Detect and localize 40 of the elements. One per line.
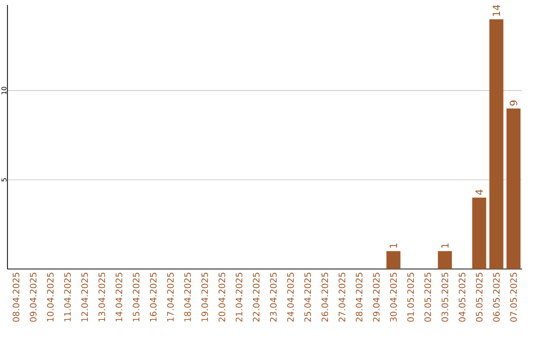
x-tick-label: 15.04.2025 — [132, 272, 140, 322]
x-tick-label: 11.04.2025 — [64, 272, 71, 322]
x-tick-label: 23.04.2025 — [270, 272, 277, 322]
x-tick-label: 04.05.2025 — [458, 272, 466, 322]
x-tick-label: 17.04.2025 — [167, 272, 174, 322]
x-tick-label: 13.04.2025 — [98, 272, 106, 322]
data-label: 9 — [510, 100, 518, 106]
x-tick-label: 26.04.2025 — [321, 272, 328, 322]
data-label: 14 — [492, 4, 500, 16]
x-tick-label: 16.04.2025 — [150, 272, 157, 322]
x-tick-label: 05.05.2025 — [476, 272, 483, 322]
x-tick-label: 08.04.2025 — [12, 272, 20, 322]
x-tick-label: 14.04.2025 — [116, 272, 122, 322]
x-tick-label: 07.05.2025 — [510, 272, 517, 322]
bar — [472, 198, 486, 269]
bar — [438, 251, 452, 269]
data-label: 1 — [390, 243, 398, 248]
x-tick-label: 06.05.2025 — [493, 272, 500, 322]
x-tick-label: 24.04.2025 — [287, 272, 294, 322]
x-tick-label: 10.04.2025 — [46, 272, 54, 322]
x-tick-label: 20.04.2025 — [218, 272, 226, 322]
bar — [489, 19, 504, 269]
x-tick-label: 12.04.2025 — [81, 272, 88, 322]
x-tick-label: 02.05.2025 — [424, 272, 432, 322]
bar — [506, 108, 521, 269]
x-tick-label: 29.04.2025 — [372, 272, 380, 322]
bar — [386, 251, 400, 269]
x-tick-label: 21.04.2025 — [236, 272, 242, 322]
x-tick-label: 28.04.2025 — [356, 272, 362, 322]
x-tick-label: 22.04.2025 — [252, 272, 260, 322]
x-tick-label: 01.05.2025 — [407, 272, 414, 322]
x-tick-label: 19.04.2025 — [201, 272, 208, 322]
x-tick-label: 25.04.2025 — [304, 272, 311, 322]
x-tick-label: 27.04.2025 — [338, 272, 346, 322]
x-tick-label: 30.04.2025 — [390, 272, 397, 322]
data-label: 1 — [441, 243, 449, 248]
x-tick-label: 09.04.2025 — [30, 272, 36, 322]
x-tick-label: 18.04.2025 — [184, 272, 191, 322]
x-tick-label: 03.05.2025 — [442, 272, 448, 322]
data-label: 4 — [476, 190, 483, 195]
